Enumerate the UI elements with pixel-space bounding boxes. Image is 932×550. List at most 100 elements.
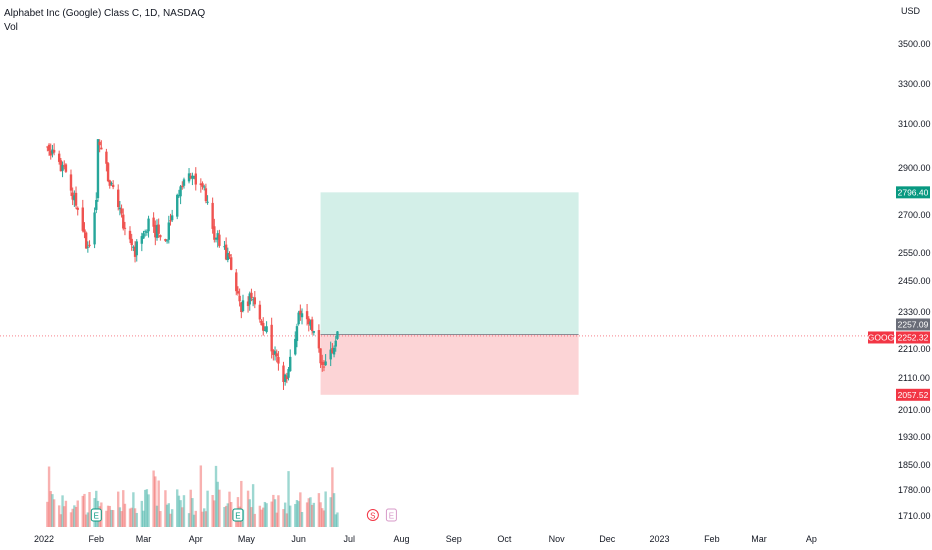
candle-body [297, 312, 300, 325]
price-tick-label: 2210.00 [898, 344, 931, 354]
candle-body [69, 174, 73, 191]
candle-body [324, 361, 327, 366]
candle-body [76, 207, 79, 210]
volume-bar [189, 489, 192, 527]
volume-bar [142, 510, 145, 527]
candle-body [317, 330, 321, 349]
stop-badge-bg [896, 388, 930, 401]
volume-bar [336, 512, 339, 527]
time-tick-label: Sep [446, 534, 462, 544]
candle-body [300, 313, 304, 318]
volume-bar [73, 505, 76, 527]
time-axis[interactable]: 2022 Feb Mar Apr May Jun Jul Aug Sep Oct Nov Dec 202… [34, 534, 817, 544]
candle-body [263, 330, 267, 332]
volume-bar [51, 494, 54, 527]
candle-body [272, 350, 275, 355]
volume-bar [199, 465, 203, 527]
time-tick-label: Jul [343, 534, 355, 544]
price-axis[interactable]: USD 3500.00 3300.00 3100.00 2900.00 2700.00 2… [898, 6, 931, 521]
candle-body [199, 183, 203, 186]
volume-bar [169, 513, 172, 527]
volume-bar [194, 510, 197, 527]
volume-bar [159, 511, 162, 527]
volume-bar [214, 465, 218, 527]
volume-bar [324, 491, 327, 527]
candle-body [262, 322, 265, 331]
volume-bar [120, 511, 123, 527]
candle-body [309, 321, 312, 326]
candle-body [155, 225, 159, 238]
candle-body [216, 233, 219, 240]
candle-body [294, 338, 297, 355]
candle-body [133, 246, 137, 257]
volume-bar [251, 484, 255, 527]
candle-body [270, 324, 273, 352]
candle-body [321, 361, 324, 366]
volume-bar [322, 510, 326, 527]
candle-body [218, 234, 221, 246]
candle-body [228, 254, 231, 257]
volume-bars [46, 465, 339, 527]
candle-body [251, 299, 255, 301]
loss-zone[interactable] [320, 334, 579, 395]
price-tick-label: 3100.00 [898, 119, 931, 129]
time-tick-label: Feb [89, 534, 105, 544]
candle-body [164, 238, 167, 241]
candle-body [152, 217, 155, 227]
candle-body [258, 304, 262, 320]
profit-zone[interactable] [320, 192, 579, 335]
candle-body [307, 318, 310, 325]
volume-bar [164, 490, 167, 527]
volume-bar [329, 497, 332, 527]
price-tick-label: 2330.00 [898, 307, 931, 317]
candle-body [332, 347, 336, 355]
volume-bar [135, 512, 138, 527]
candle-body [260, 320, 263, 326]
candle-body [248, 293, 251, 305]
time-tick-label: Oct [497, 534, 512, 544]
candle-body [111, 184, 115, 188]
time-tick-label: 2022 [34, 534, 54, 544]
candle-body [179, 186, 182, 197]
volume-bar [61, 495, 64, 527]
candle-body [277, 357, 280, 364]
volume-bar [74, 506, 78, 527]
volume-bar [83, 493, 86, 527]
volume-bar [224, 505, 228, 527]
candle-body [253, 297, 257, 305]
candle-body [191, 175, 194, 179]
current-price-badge-bg [896, 331, 930, 344]
volume-bar [132, 492, 135, 527]
time-tick-label: Mar [751, 534, 767, 544]
volume-bar [262, 507, 265, 527]
volume-bar [260, 509, 263, 527]
price-tick-label: 2450.00 [898, 276, 931, 286]
volume-bar [165, 504, 169, 527]
volume-bar [128, 508, 132, 527]
candle-body [96, 139, 100, 199]
candle-body [265, 326, 268, 332]
stop-badge: 2057.52 [898, 390, 929, 400]
volume-bar [145, 489, 149, 527]
candle-body [312, 331, 316, 333]
candle-body [204, 188, 208, 202]
volume-bar [167, 503, 170, 527]
volume-bar [287, 471, 290, 527]
volume-bar [179, 500, 182, 527]
earnings-marker [90, 508, 102, 522]
entry-badge-bg [896, 318, 930, 331]
candle-body [73, 195, 76, 201]
price-tick-label: 1850.00 [898, 460, 931, 470]
earnings-marker [385, 508, 397, 522]
price-tick-label: 2010.00 [898, 405, 931, 415]
volume-bar [106, 505, 110, 527]
volume-bar [223, 507, 226, 527]
candle-body [275, 353, 278, 357]
earnings-marker [232, 508, 244, 522]
candle-body [61, 164, 64, 171]
symbol-badge: GOOG [868, 332, 894, 342]
volume-bar [111, 510, 115, 527]
price-tick-label: 1710.00 [898, 511, 931, 521]
price-tick-label: 2110.00 [898, 373, 930, 383]
